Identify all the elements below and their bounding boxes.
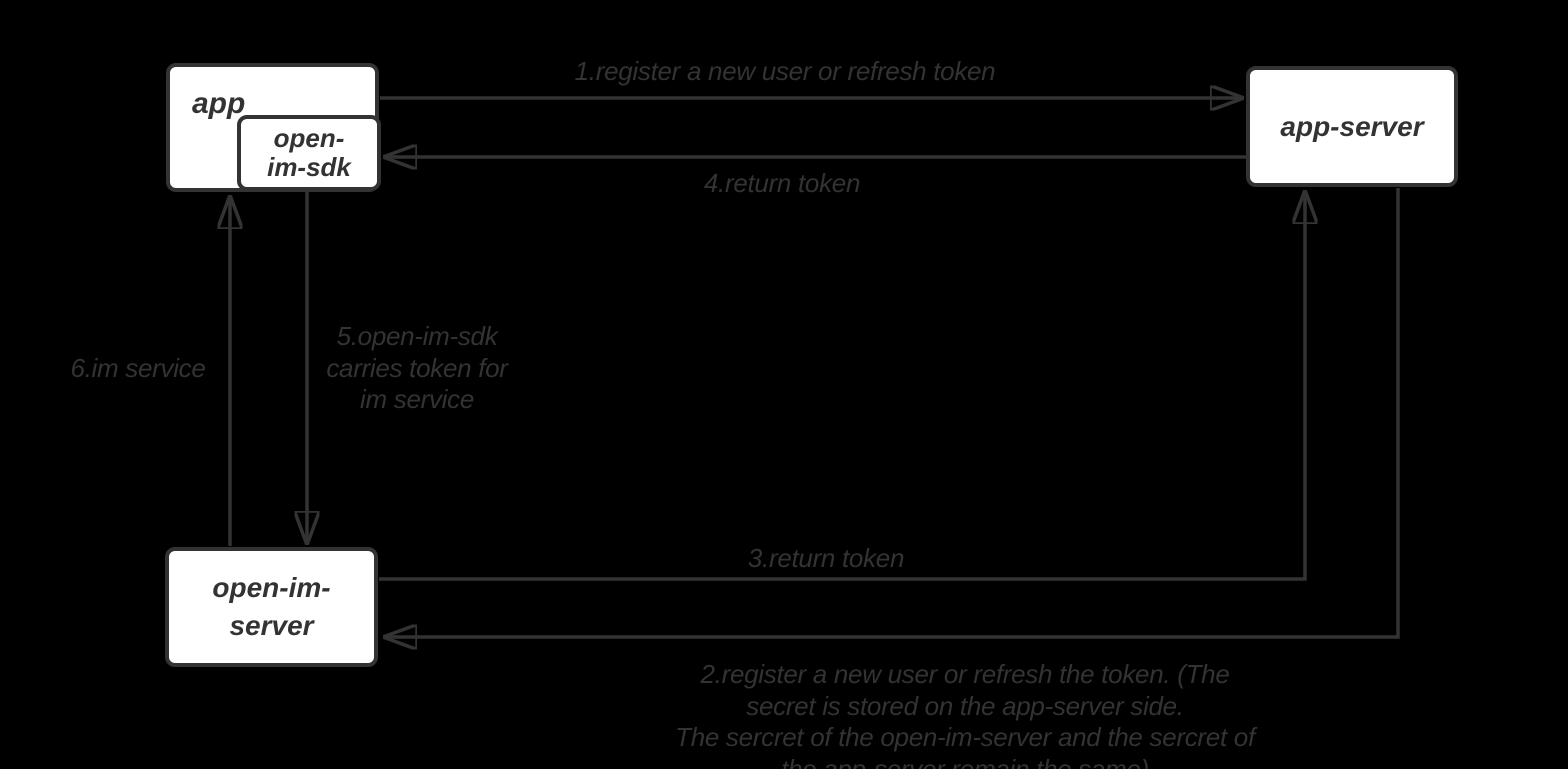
node-open-im-sdk: open- im-sdk bbox=[237, 115, 381, 191]
edge-3-label: 3.return token bbox=[747, 543, 905, 573]
node-app-label: app bbox=[192, 87, 246, 120]
node-app-server-label: app-server bbox=[1280, 110, 1424, 142]
node-app-server: app-server bbox=[1246, 66, 1458, 187]
edge-3-return-token-arrow bbox=[379, 191, 1305, 581]
edge-2-register-arrow bbox=[384, 188, 1400, 637]
node-open-im-server: open-im- server bbox=[165, 547, 378, 667]
edge-5-label: 5.open-im-sdk carries token for im servi… bbox=[326, 321, 508, 415]
edge-6-label: 6.im service bbox=[70, 353, 206, 383]
edge-2-label: 2.register a new user or refresh the tok… bbox=[675, 659, 1255, 769]
node-open-im-sdk-label: open- im-sdk bbox=[267, 122, 351, 182]
edge-1-label: 1.register a new user or refresh token bbox=[574, 56, 996, 86]
edge-4-label: 4.return token bbox=[703, 168, 861, 198]
node-open-im-server-label: open-im- server bbox=[212, 572, 331, 641]
